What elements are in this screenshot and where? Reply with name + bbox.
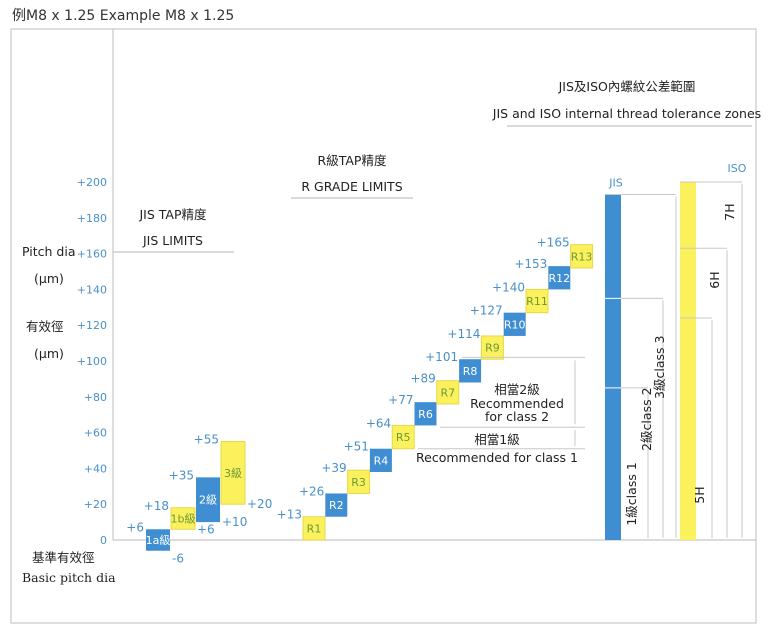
jis-tap-bar-label: 2級 xyxy=(199,494,217,507)
r-grade-bar-label: R11 xyxy=(526,295,548,308)
rec-class1-zh: 相當1級 xyxy=(474,432,520,447)
r-grade-value-label: +77 xyxy=(388,393,413,407)
jis-tap-low-label: -6 xyxy=(172,552,184,566)
ylabel-unit: (μm) xyxy=(34,271,64,286)
r-grade-bar-label: R7 xyxy=(440,386,455,399)
jis-tap-bar xyxy=(196,477,220,523)
iso-zone-grade-label: 6H xyxy=(707,271,722,288)
r-grade-bar xyxy=(570,244,594,269)
jis-limits-title-en: JIS LIMITS xyxy=(142,233,203,248)
y-tick-label: +40 xyxy=(84,462,107,475)
r-grade-bar xyxy=(503,312,526,336)
jis-tap-bar-label: 1a級 xyxy=(146,534,171,547)
iso-zone-grade-label: 7H xyxy=(722,203,737,220)
rec-class2-en1: Recommended xyxy=(470,396,564,411)
jis-limits-title-zh: JIS TAP精度 xyxy=(138,207,207,222)
iso-zone-bar xyxy=(680,182,696,540)
r-grade-value-label: +101 xyxy=(425,350,458,364)
r-grade-bar-label: R4 xyxy=(374,454,389,467)
r-grade-value-label: +165 xyxy=(537,236,570,250)
r-grade-bar xyxy=(414,402,437,426)
jis-zone-bar xyxy=(605,194,621,540)
r-grade-bar xyxy=(459,359,482,383)
y-tick-label: +60 xyxy=(84,427,107,440)
jis-zone-class-label: 3級class 3 xyxy=(652,336,667,399)
r-grade-title-en: R GRADE LIMITS xyxy=(301,179,402,194)
jis-tap-high-label: +55 xyxy=(194,433,219,447)
r-grade-bar xyxy=(302,516,326,541)
jis-tap-low-label: +6 xyxy=(197,522,215,536)
r-grade-bar xyxy=(347,469,371,494)
y-tick-label: +140 xyxy=(77,283,107,296)
jis-tap-bar xyxy=(220,441,246,505)
jis-tap-bar xyxy=(146,529,170,551)
r-grade-bar-label: R8 xyxy=(463,365,478,378)
r-grade-bar-label: R9 xyxy=(485,342,500,355)
r-grade-bar xyxy=(369,448,392,472)
jis-tap-high-label: +35 xyxy=(169,468,194,482)
ylabel-zh-unit: (μm) xyxy=(34,346,64,361)
baseline-label-en: Basic pitch dia xyxy=(22,570,116,585)
rec-class1-en: Recommended for class 1 xyxy=(416,450,578,465)
r-grade-title-zh: R級TAP精度 xyxy=(318,153,387,168)
r-grade-value-label: +39 xyxy=(321,461,346,475)
iso-zone-label: ISO xyxy=(728,162,747,175)
r-grade-value-label: +51 xyxy=(344,440,369,454)
r-grade-bar-label: R3 xyxy=(351,476,366,489)
jis-tap-low-label: +10 xyxy=(222,515,247,529)
r-grade-bar-label: R1 xyxy=(307,522,322,535)
y-tick-label: +80 xyxy=(84,391,107,404)
r-grade-value-label: +153 xyxy=(514,257,547,271)
y-tick-label: +180 xyxy=(77,212,107,225)
jis-zone-label: JIS xyxy=(608,177,622,190)
jis-tap-high-label: +6 xyxy=(126,520,144,534)
r-grade-bar xyxy=(548,266,571,290)
r-grade-value-label: +140 xyxy=(492,280,525,294)
r-grade-bar xyxy=(391,424,415,450)
r-grade-bar-label: R2 xyxy=(329,499,344,512)
jis-tap-bar-label: 1b級 xyxy=(171,513,196,526)
ylabel-en: Pitch dia xyxy=(22,244,75,259)
tolerance-title-en: JIS and ISO internal thread tolerance zo… xyxy=(492,106,761,121)
chart-title: 例M8 x 1.25 Example M8 x 1.25 xyxy=(12,8,235,24)
r-grade-bar xyxy=(436,380,460,405)
baseline-label-zh: 基準有效徑 xyxy=(32,550,95,565)
y-tick-label: +200 xyxy=(77,176,107,189)
r-grade-value-label: +13 xyxy=(277,508,302,522)
r-grade-bar xyxy=(525,288,549,314)
ylabel-zh: 有效徑 xyxy=(26,319,64,334)
r-grade-value-label: +64 xyxy=(366,416,391,430)
jis-zone-class-label: 1級class 1 xyxy=(624,462,639,525)
y-tick-label: +160 xyxy=(77,248,107,261)
r-grade-bar-label: R12 xyxy=(548,272,570,285)
jis-tap-bar xyxy=(170,507,196,530)
y-tick-label: +100 xyxy=(77,355,107,368)
tolerance-title-zh: JIS及ISO內螺紋公差範圍 xyxy=(558,79,696,94)
y-tick-label: +20 xyxy=(84,498,107,511)
r-grade-value-label: +26 xyxy=(299,484,324,498)
r-grade-value-label: +127 xyxy=(470,304,503,318)
jis-zone-class-label: 2級class 2 xyxy=(639,387,654,450)
jis-tap-high-label: +18 xyxy=(144,499,169,513)
rec-class2-zh: 相當2級 xyxy=(494,382,540,397)
jis-tap-bar-label: 3級 xyxy=(224,467,242,480)
r-grade-value-label: +89 xyxy=(410,372,435,386)
r-grade-value-label: +114 xyxy=(447,327,480,341)
r-grade-bar xyxy=(325,493,348,517)
r-grade-bar-label: R6 xyxy=(418,408,433,421)
outer-frame xyxy=(10,28,757,624)
r-grade-bar-label: R10 xyxy=(504,318,526,331)
y-tick-label: 0 xyxy=(100,534,107,547)
r-grade-bar xyxy=(480,335,504,360)
iso-zone-grade-label: 5H xyxy=(692,486,707,503)
r-grade-bar-label: R13 xyxy=(571,250,593,263)
r-grade-bar-label: R5 xyxy=(396,431,411,444)
rec-class2-en2: for class 2 xyxy=(485,409,549,424)
jis-tap-low-label: +20 xyxy=(247,497,272,511)
y-tick-label: +120 xyxy=(77,319,107,332)
